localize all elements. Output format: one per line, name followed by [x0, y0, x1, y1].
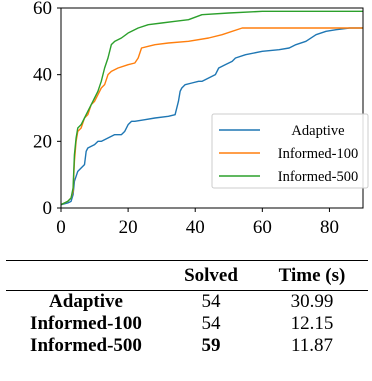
- header-solved: Solved: [166, 263, 256, 291]
- series-line-adaptive: [60, 27, 363, 206]
- x-tick-label: 80: [320, 217, 339, 238]
- x-tick-label: 20: [119, 217, 138, 238]
- y-tick-label: 0: [43, 198, 53, 219]
- legend-label: Informed-100: [278, 146, 359, 162]
- y-tick-label: 20: [33, 131, 52, 152]
- legend-box: [211, 113, 369, 189]
- x-tick-label: 40: [186, 217, 205, 238]
- row-solved: 54: [201, 291, 221, 312]
- table-top-rule: [6, 260, 368, 261]
- table-row: Informed-100 54 12.15: [6, 313, 368, 335]
- legend: Adaptive Informed-100 Informed-500: [211, 113, 369, 189]
- row-method: Informed-500: [30, 335, 142, 356]
- row-solved: 59: [201, 335, 221, 356]
- row-time: 11.87: [290, 335, 334, 356]
- solved-over-time-chart: 0 20 40 60 80 0 20 40 60 Adaptive Informed-100 Info…: [33, 0, 369, 238]
- y-tick-label: 40: [33, 65, 52, 86]
- table-header-row: Solved Time (s): [6, 263, 368, 291]
- plot-frame: [60, 7, 364, 209]
- legend-label: Informed-500: [278, 169, 359, 185]
- y-tick-label: 60: [33, 0, 52, 19]
- results-table: Solved Time (s) Adaptive 54 30.99 Inform…: [6, 263, 368, 357]
- x-tick-label: 60: [253, 217, 272, 238]
- legend-label: Adaptive: [291, 123, 344, 139]
- x-tick-label: 0: [56, 217, 66, 238]
- series-line-informed-500: [60, 10, 363, 206]
- row-time: 30.99: [290, 291, 334, 312]
- row-method: Informed-100: [30, 313, 142, 334]
- row-time: 12.15: [290, 313, 334, 334]
- row-solved: 54: [201, 313, 221, 334]
- header-method: [6, 263, 166, 291]
- header-time: Time (s): [256, 263, 368, 291]
- table-row: Adaptive 54 30.99: [6, 291, 368, 314]
- table-row: Informed-500 59 11.87: [6, 335, 368, 357]
- row-method: Adaptive: [49, 291, 123, 312]
